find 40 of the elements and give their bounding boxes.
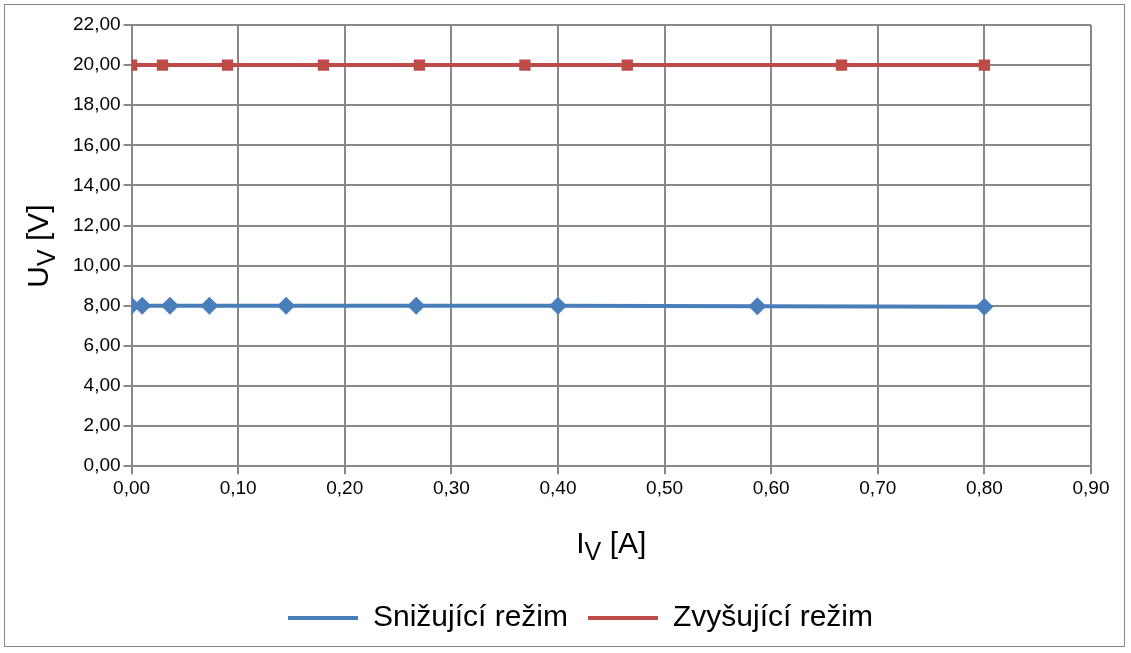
x-tick-label: 0,70 [859,476,897,498]
y-tick-label: 4,00 [83,374,121,396]
x-tick-label: 0,90 [1072,476,1110,498]
point [621,59,633,71]
x-axis-title: I$_{V}$ [A] [576,526,647,567]
point [317,59,330,71]
point [407,296,426,315]
y-tick-label: 0,00 [83,454,121,476]
point [277,296,296,315]
point [548,296,567,315]
legend-label: Zvyšující režim [673,599,874,633]
x-tick-label: 0,00 [113,476,151,498]
point [160,296,179,315]
y-tick-label: 12,00 [73,213,121,235]
point [156,59,169,71]
y-tick-label: 10,00 [73,253,121,275]
point [748,297,767,316]
point [413,59,426,71]
y-tick-label: 22,00 [73,13,121,35]
x-tick-label: 0,20 [326,476,364,498]
x-tick-label: 0,50 [646,476,684,498]
point [221,59,234,71]
point [835,59,848,71]
y-tick-label: 18,00 [73,93,121,115]
x-tick-label: 0,30 [432,476,470,498]
point [519,59,531,71]
y-tick-label: 2,00 [83,414,121,436]
x-tick-label: 0,80 [965,476,1003,498]
point [978,59,991,71]
x-tick-label: 0,10 [219,476,257,498]
x-tick-label: 0,60 [752,476,790,498]
y-tick-label: 6,00 [83,334,121,356]
point [200,296,219,315]
legend-label: Snižující režim [372,599,569,633]
y-tick-label: 8,00 [83,294,121,315]
point [975,297,994,316]
x-tick-label: 0,40 [539,476,577,498]
y-tick-label: 20,00 [73,53,121,75]
y-tick-label: 16,00 [73,133,121,155]
y-tick-label: 14,00 [73,173,121,195]
